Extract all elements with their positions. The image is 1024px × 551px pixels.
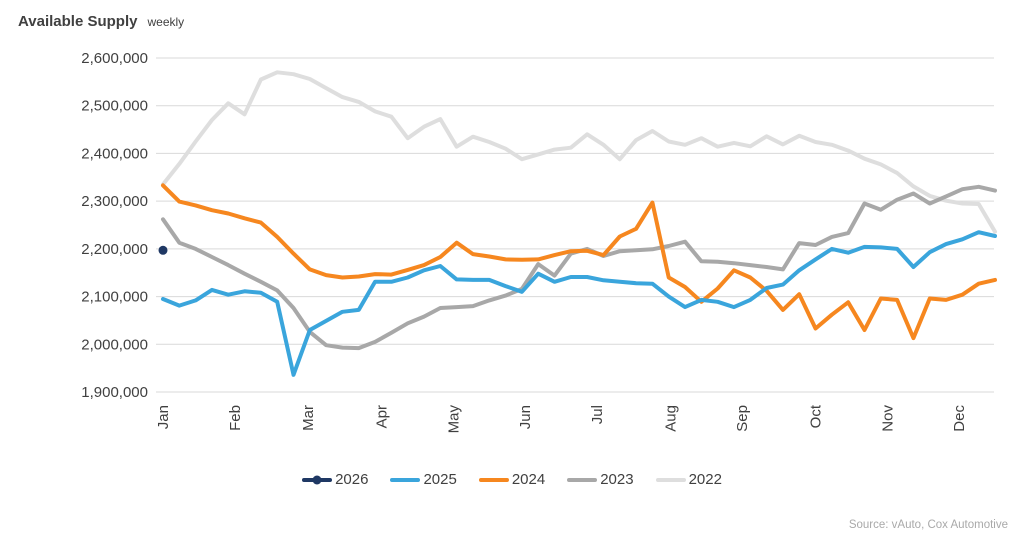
x-axis-month-label: Feb [227, 405, 244, 431]
x-axis-month-label: Oct [808, 404, 825, 428]
series-line-2025 [161, 230, 997, 377]
y-axis-tick-label: 2,200,000 [81, 241, 148, 258]
chart-subtitle: weekly [147, 15, 185, 29]
legend-label-2022: 2022 [688, 471, 722, 488]
series-line-2023 [161, 184, 997, 351]
chart-legend: 2026 2025 2024 2023 2022 [0, 472, 1024, 487]
legend-item-2024[interactable]: 2024 [478, 471, 546, 488]
x-axis-month-label: Apr [374, 405, 391, 428]
source-attribution: Source: vAuto, Cox Automotive [848, 519, 1008, 531]
x-axis-month-label: Jun [517, 405, 534, 429]
legend-swatch-2022 [655, 477, 686, 482]
legend-item-2026[interactable]: 2026 [302, 472, 368, 487]
legend-item-2025[interactable]: 2025 [390, 471, 457, 488]
legend-swatch-2023 [567, 477, 598, 482]
x-axis-month-label: Mar [300, 405, 317, 431]
legend-item-2023[interactable]: 2023 [567, 471, 634, 488]
y-axis-tick-label: 2,500,000 [81, 98, 148, 115]
legend-swatch-2026 [302, 475, 333, 484]
x-axis-month-label: Nov [879, 405, 896, 432]
series-line-2024 [161, 183, 997, 341]
y-axis-tick-label: 2,000,000 [81, 336, 148, 353]
y-axis-tick-label: 2,100,000 [81, 289, 148, 306]
chart-header: Available Supply weekly [18, 13, 184, 31]
legend-label-2023: 2023 [600, 471, 634, 488]
line-chart-plot-area: 2,600,000 2,500,000 2,400,000 2,300,000 2,20… [81, 50, 997, 434]
x-axis-month-label: May [445, 405, 462, 434]
y-axis-tick-label: 2,400,000 [81, 145, 148, 162]
legend-label-2026: 2026 [335, 471, 369, 488]
x-axis-month-label: Sep [734, 405, 751, 432]
legend-label-2024: 2024 [511, 471, 546, 488]
series-line-2022 [161, 70, 997, 234]
x-axis-month-label: Dec [951, 405, 968, 432]
legend-label-2025: 2025 [423, 471, 457, 488]
y-axis-tick-label: 1,900,000 [81, 384, 148, 401]
x-axis-month-label: Jul [589, 405, 606, 424]
legend-item-2022[interactable]: 2022 [655, 471, 722, 488]
legend-dot-marker-2026 [312, 475, 322, 484]
x-axis-month-label: Aug [662, 405, 679, 432]
chart-title: Available Supply [18, 13, 138, 30]
legend-swatch-2025 [390, 477, 421, 482]
y-axis-tick-label: 2,600,000 [81, 50, 148, 67]
series-point-2026 [158, 245, 168, 255]
y-axis-tick-label: 2,300,000 [81, 193, 148, 210]
legend-swatch-2024 [478, 477, 509, 482]
x-axis-month-label: Jan [155, 405, 172, 429]
